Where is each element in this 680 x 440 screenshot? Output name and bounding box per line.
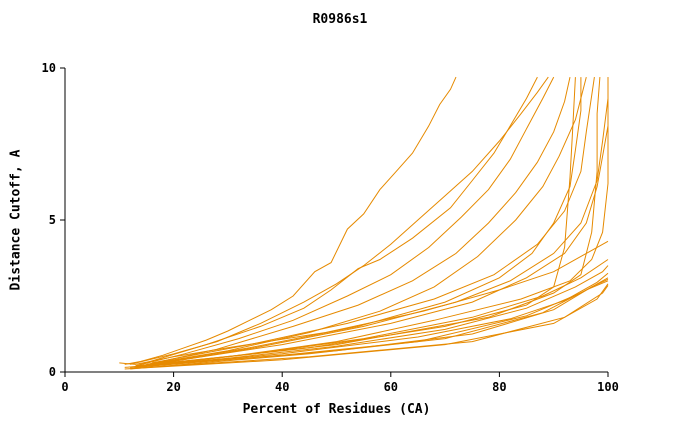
series-line [146,76,587,365]
series-line [135,76,538,367]
x-axis-label: Percent of Residues (CA) [242,402,431,417]
series-line [130,285,609,369]
x-tick-label: 80 [492,380,506,394]
series-line [135,76,555,367]
x-tick-label: 100 [597,380,619,394]
series-line [151,77,609,365]
series-line [140,76,571,367]
y-tick-label: 0 [49,365,56,379]
series-line [140,77,601,367]
series-line [151,77,595,364]
y-tick-label: 5 [49,213,56,227]
series-line [135,259,609,367]
x-tick-label: 60 [384,380,398,394]
series-line [130,80,609,368]
y-tick-label: 10 [42,61,56,75]
series-line [135,278,609,368]
chart-title: R0986s1 [312,12,368,27]
series-line [124,76,457,365]
series-line [146,77,609,367]
x-tick-label: 40 [275,380,289,394]
series-line [146,77,576,367]
series-line [130,76,549,365]
x-tick-label: 20 [166,380,180,394]
series-line [130,272,609,368]
series-line [119,240,609,365]
x-tick-label: 0 [61,380,68,394]
series-line [140,77,582,367]
series-line [124,265,609,368]
